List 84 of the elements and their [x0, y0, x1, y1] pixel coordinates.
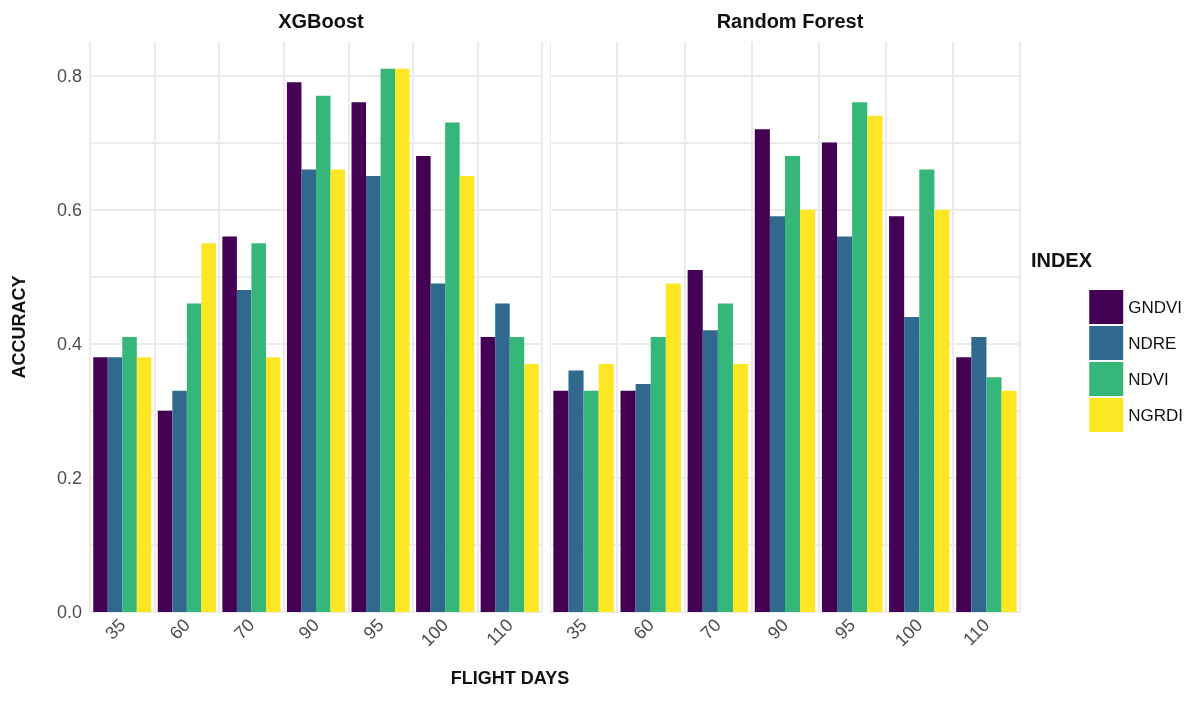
- bar: [186, 303, 202, 612]
- x-tick-label: 70: [696, 614, 725, 644]
- bar: [136, 357, 152, 612]
- bar: [445, 122, 460, 612]
- bar: [867, 115, 883, 612]
- bar: [800, 209, 816, 612]
- bar: [122, 337, 137, 612]
- chart-title: XGBoost: [278, 10, 365, 32]
- bar: [919, 169, 935, 612]
- bar: [702, 330, 718, 612]
- x-tick-label: 110: [959, 614, 994, 650]
- bar: [509, 337, 525, 612]
- bar: [889, 216, 905, 612]
- y-tick-label: 0.4: [56, 333, 82, 354]
- legend-label: NDRE: [1128, 333, 1177, 353]
- bar: [93, 357, 108, 612]
- x-tick-label: 90: [763, 614, 793, 644]
- bar: [717, 303, 733, 612]
- bar: [598, 363, 614, 612]
- y-tick-label: 0.0: [56, 602, 82, 622]
- bar: [301, 169, 316, 612]
- x-tick-label: 90: [294, 614, 324, 644]
- x-tick-label: 100: [890, 614, 927, 651]
- bar: [650, 337, 666, 612]
- bar: [286, 82, 302, 612]
- bar: [754, 129, 770, 612]
- bar: [665, 283, 681, 612]
- bar: [732, 363, 749, 612]
- x-tick-label: 100: [416, 614, 453, 651]
- bar: [837, 236, 853, 612]
- bar: [971, 337, 987, 612]
- chart-title: Random Forest: [716, 10, 864, 32]
- x-tick-label: 35: [562, 614, 591, 644]
- bar: [380, 68, 396, 612]
- bar: [986, 377, 1002, 612]
- bar: [568, 370, 584, 612]
- y-tick-label: 0.2: [56, 467, 82, 488]
- bar: [107, 357, 123, 612]
- legend-label: NGRDI: [1128, 405, 1183, 425]
- bar: [330, 169, 346, 612]
- bar: [222, 236, 237, 612]
- bar: [351, 102, 367, 612]
- bar: [524, 363, 539, 612]
- bar: [416, 156, 431, 612]
- bar: [251, 243, 266, 612]
- bar: [201, 243, 216, 612]
- bar: [852, 102, 868, 612]
- bar: [769, 216, 785, 612]
- bar: [620, 390, 636, 612]
- bar: [821, 142, 838, 612]
- bar: [635, 384, 651, 612]
- y-tick-label: 0.8: [56, 65, 82, 86]
- legend-label: NDVI: [1128, 369, 1169, 389]
- bar: [583, 390, 599, 612]
- legend-title: INDEX: [1030, 249, 1093, 271]
- bar: [785, 156, 801, 612]
- bar: [430, 283, 446, 612]
- x-tick-label: 60: [165, 614, 194, 644]
- bar: [459, 176, 475, 612]
- bar: [366, 176, 381, 612]
- y-axis-title: ACCURACY: [9, 275, 29, 379]
- bar: [904, 316, 920, 612]
- y-tick-label: 0.6: [56, 199, 82, 220]
- x-tick-label: 95: [359, 614, 388, 644]
- x-tick-label: 110: [482, 614, 517, 650]
- bar: [480, 337, 496, 612]
- bar: [956, 357, 972, 612]
- x-tick-label: 35: [101, 614, 130, 644]
- bar: [172, 390, 187, 612]
- bar: [395, 68, 410, 612]
- x-tick-label: 70: [230, 614, 259, 644]
- bar: [1001, 390, 1017, 612]
- legend-label: GNDVI: [1128, 297, 1183, 317]
- bar: [157, 410, 173, 612]
- bar: [316, 95, 331, 612]
- x-axis-title: FLIGHT DAYS: [449, 668, 571, 689]
- x-tick-label: 95: [830, 614, 860, 644]
- bar: [265, 357, 281, 612]
- bar: [934, 209, 950, 612]
- bar: [236, 290, 252, 612]
- bar: [687, 270, 703, 612]
- x-tick-label: 60: [629, 614, 658, 644]
- bar: [495, 303, 510, 612]
- bar: [553, 390, 569, 612]
